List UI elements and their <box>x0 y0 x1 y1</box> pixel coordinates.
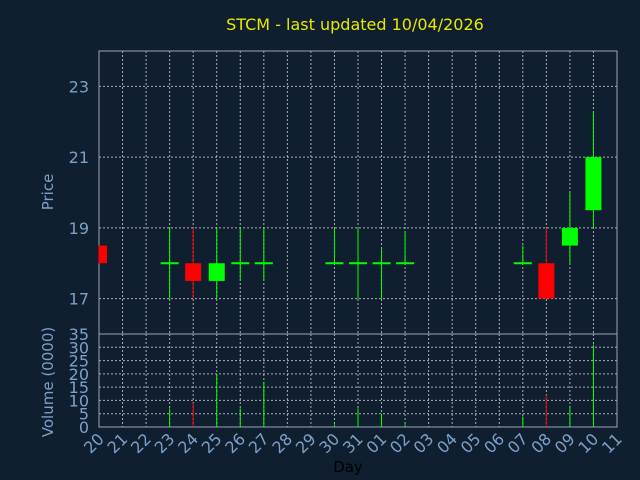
candle-body <box>99 245 107 264</box>
x-axis-title: Day <box>333 458 363 476</box>
volume-tick-label: 35 <box>69 325 89 344</box>
x-axis: 2021222324252627282930310102030405060708… <box>80 429 626 457</box>
candle-body <box>561 227 578 246</box>
volume-tick-label: 0 <box>79 418 89 437</box>
price-tick-label: 23 <box>69 77 89 96</box>
volume-tick-label: 15 <box>69 378 89 397</box>
candle-body <box>208 263 225 281</box>
price-tick-label: 17 <box>69 290 89 309</box>
volume-tick-label: 30 <box>69 338 89 357</box>
price-tick-label: 19 <box>69 219 89 238</box>
volume-tick-label: 25 <box>69 352 89 371</box>
price-axis-title: Price <box>39 174 57 211</box>
price-tick-label: 21 <box>69 148 89 167</box>
candle-body <box>538 263 555 299</box>
day-tick-label: 11 <box>598 429 626 457</box>
chart-title: STCM - last updated 10/04/2026 <box>226 15 484 34</box>
price-panel: 17 19 21 23 <box>69 50 618 335</box>
candle-body <box>585 157 602 211</box>
volume-tick-label: 20 <box>69 365 89 384</box>
candle-body <box>185 263 202 281</box>
volume-axis-title: Volume (0000) <box>39 327 57 437</box>
volume-tick-label: 5 <box>79 405 89 424</box>
volume-tick-label: 10 <box>69 391 89 410</box>
